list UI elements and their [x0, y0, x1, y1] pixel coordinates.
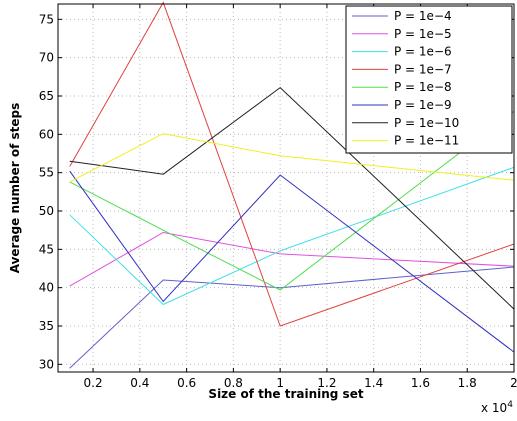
- x-tick-label: 2: [510, 376, 517, 390]
- y-tick-label: 55: [39, 166, 54, 180]
- series-line-1: [69, 266, 515, 369]
- y-tick-label: 30: [39, 357, 54, 371]
- x-tick-label: 0.8: [224, 376, 243, 390]
- y-tick-label: 50: [39, 204, 54, 218]
- series-line-6: [69, 170, 515, 353]
- x-tick-label: 1.4: [364, 376, 383, 390]
- legend: P = 1e−4 P = 1e−5 P = 1e−6 P = 1e−7 P = 1e−8…: [345, 5, 513, 154]
- legend-label: P = 1e−8: [394, 80, 452, 94]
- series-line-7: [69, 86, 515, 310]
- legend-label: P = 1e−6: [394, 45, 452, 59]
- legend-label: P = 1e−7: [394, 62, 452, 76]
- legend-label: P = 1e−5: [394, 27, 452, 41]
- series-line-4: [69, 1, 515, 327]
- series-lines: [69, 1, 515, 369]
- x-axis-label: Size of the training set: [208, 387, 363, 401]
- x-tick-label: 0.6: [177, 376, 196, 390]
- axis-ticks: 0.2 0.4 0.6 0.8 1 1.2 1.4 1.6 1.8 2 30 35 40 45 50 55 60…: [39, 4, 517, 390]
- x-tick-label: 1.6: [411, 376, 430, 390]
- x-tick-label: 0.4: [130, 376, 149, 390]
- grid: [58, 4, 515, 372]
- x-tick-label: 1.2: [317, 376, 336, 390]
- series-line-3: [69, 166, 515, 306]
- y-tick-label: 45: [39, 242, 54, 256]
- series-line-5: [69, 110, 515, 291]
- y-tick-label: 60: [39, 127, 54, 141]
- y-tick-label: 70: [39, 51, 54, 65]
- x-tick-label: 1: [276, 376, 284, 390]
- legend-label: P = 1e−9: [394, 98, 452, 112]
- legend-label: P = 1e−4: [394, 9, 452, 23]
- y-tick-label: 35: [39, 319, 54, 333]
- legend-label: P = 1e−10: [394, 116, 459, 130]
- x-tick-label: 0.2: [84, 376, 103, 390]
- x-axis-multiplier: x 104: [481, 400, 513, 415]
- y-axis-label: Average number of steps: [8, 103, 22, 274]
- plot-frame: [57, 3, 515, 373]
- series-line-8: [69, 133, 515, 183]
- y-tick-label: 75: [39, 12, 54, 26]
- legend-label: P = 1e−11: [394, 134, 459, 148]
- legend-box: [345, 5, 513, 154]
- y-tick-label: 65: [39, 89, 54, 103]
- x-tick-label: 1.8: [458, 376, 477, 390]
- y-tick-label: 40: [39, 281, 54, 295]
